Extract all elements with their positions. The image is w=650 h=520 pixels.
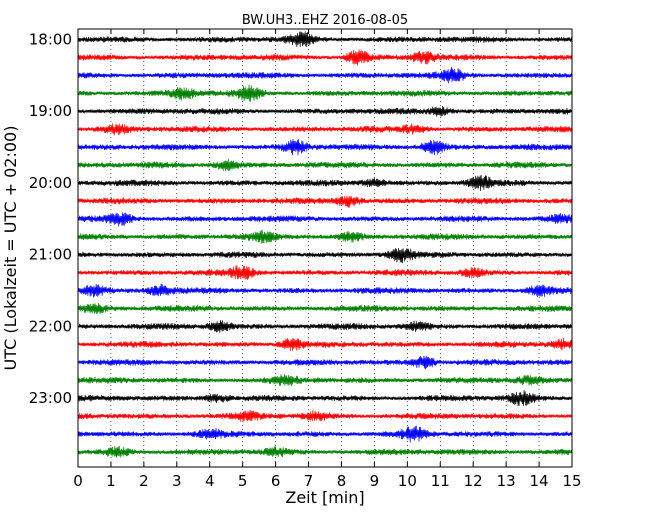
plot-area: [78, 29, 572, 467]
trace-2300: [77, 390, 573, 406]
trace-1915: [77, 123, 573, 136]
trace-2000: [77, 175, 573, 191]
trace-2115: [77, 265, 573, 280]
y-tick-label-5: 23:00: [29, 389, 72, 407]
trace-2015: [77, 195, 573, 208]
trace-1900: [77, 105, 573, 117]
y-tick-label-0: 18:00: [29, 31, 72, 49]
x-tick-label-3: 3: [172, 472, 182, 490]
trace-2130: [77, 283, 573, 298]
x-tick-label-13: 13: [497, 472, 516, 490]
trace-1800: [77, 31, 573, 48]
trace-2345: [77, 445, 573, 458]
x-axis-ticks: 0 1 2 3 4 5 6 7 8 9 10 11 12 13 14 15: [73, 29, 582, 490]
y-tick-label-3: 21:00: [29, 246, 72, 264]
x-tick-label-11: 11: [431, 472, 450, 490]
seismic-traces: [77, 31, 573, 458]
trace-1815: [77, 49, 573, 66]
chart-title: BW.UH3..EHZ 2016-08-05: [242, 13, 408, 28]
y-tick-label-1: 19:00: [29, 102, 72, 120]
x-tick-label-12: 12: [464, 472, 483, 490]
x-tick-label-15: 15: [562, 472, 581, 490]
trace-2045: [77, 229, 573, 244]
trace-1830: [77, 67, 573, 84]
y-tick-label-2: 20:00: [29, 174, 72, 192]
y-axis-ticks: 18:00 19:00 20:00 21:00 22:00 23:00: [29, 31, 572, 407]
trace-2100: [77, 248, 573, 264]
x-tick-label-8: 8: [337, 472, 347, 490]
trace-2245: [77, 374, 573, 387]
trace-1845: [77, 84, 573, 102]
x-tick-label-10: 10: [398, 472, 417, 490]
x-tick-label-0: 0: [73, 472, 83, 490]
x-tick-label-6: 6: [271, 472, 281, 490]
plot-frame: [77, 28, 573, 468]
x-tick-label-2: 2: [139, 472, 149, 490]
trace-2230: [77, 355, 573, 370]
trace-2145: [77, 302, 573, 315]
trace-2215: [77, 337, 573, 351]
trace-2030: [77, 212, 573, 227]
y-tick-label-4: 22:00: [29, 317, 72, 335]
trace-2315: [77, 409, 573, 423]
x-tick-label-7: 7: [304, 472, 314, 490]
x-tick-label-4: 4: [205, 472, 215, 490]
trace-1945: [77, 158, 573, 172]
trace-1930: [77, 139, 573, 156]
x-tick-label-5: 5: [238, 472, 248, 490]
y-axis-label: UTC (Lokalzeit = UTC + 02:00): [1, 126, 20, 371]
x-tick-label-14: 14: [530, 472, 549, 490]
trace-2330: [77, 425, 573, 443]
x-tick-label-9: 9: [370, 472, 380, 490]
x-tick-label-1: 1: [106, 472, 116, 490]
x-axis-label: Zeit [min]: [285, 488, 364, 507]
trace-2200: [77, 320, 573, 333]
